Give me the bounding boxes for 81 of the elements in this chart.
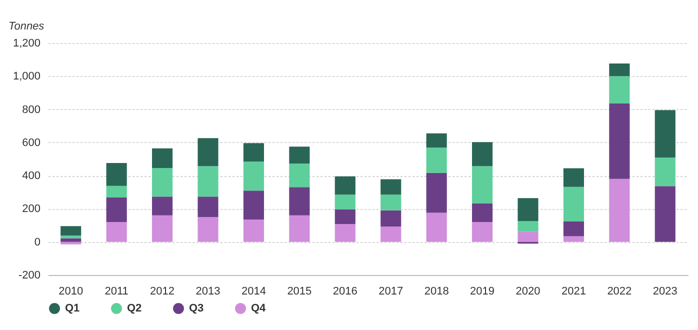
bar [334, 194, 356, 210]
bar [654, 158, 676, 186]
y-tick-label: 800 [22, 104, 40, 116]
bar [609, 178, 630, 242]
x-tick-label: 2015 [287, 286, 312, 298]
y-tick-label: 1,200 [12, 38, 40, 50]
bar [472, 166, 493, 204]
x-tick-label: 2017 [378, 286, 404, 298]
bar [609, 103, 630, 179]
bar [334, 210, 356, 224]
bar [654, 186, 676, 242]
bar [380, 210, 402, 226]
bar [243, 219, 264, 242]
x-tick-label: 2020 [516, 286, 540, 298]
bar [60, 242, 82, 244]
bar [380, 226, 402, 242]
x-tick-label: 2011 [104, 286, 128, 298]
bar [426, 212, 447, 242]
bar [380, 194, 402, 210]
bar [426, 133, 447, 148]
y-tick-label: 400 [22, 170, 40, 182]
bar [152, 148, 173, 168]
bar [518, 198, 538, 222]
bar [106, 197, 127, 222]
bar [609, 64, 630, 76]
x-tick-label: 2012 [150, 286, 175, 298]
y-tick-label: 0 [34, 236, 40, 248]
y-axis-title: Tonnes [8, 20, 45, 32]
bar [334, 176, 356, 195]
legend-label: Q4 [251, 302, 267, 315]
bar [472, 142, 493, 166]
bar [380, 179, 402, 195]
bar [243, 190, 264, 220]
x-tick-label: 2010 [58, 286, 84, 298]
x-tick-label: 2023 [652, 286, 678, 298]
bar [563, 221, 584, 236]
bar [60, 236, 82, 238]
bar [106, 186, 127, 198]
y-tick-label: 1,000 [12, 70, 40, 83]
bar [60, 226, 82, 236]
bar [243, 143, 264, 162]
bar [426, 172, 447, 213]
legend-label: Q2 [127, 302, 142, 315]
bar [334, 224, 356, 242]
bar [654, 110, 676, 158]
bar [563, 236, 584, 242]
bar [106, 162, 127, 186]
bar [563, 168, 584, 187]
x-tick-label: 2018 [424, 286, 449, 298]
x-tick-label: 2013 [196, 286, 220, 298]
bar [152, 196, 173, 216]
y-tick-label: 200 [22, 203, 40, 216]
bar [152, 215, 173, 242]
bar [152, 168, 173, 197]
bar [426, 148, 447, 173]
bar [518, 221, 538, 232]
x-tick-label: 2019 [470, 286, 495, 298]
bar [106, 222, 127, 242]
bar [472, 222, 493, 242]
bar [198, 217, 218, 242]
x-tick-label: 2014 [241, 286, 266, 298]
x-tick-label: 2022 [607, 286, 632, 298]
bar [609, 76, 630, 104]
bar [563, 186, 584, 222]
bar [60, 238, 82, 242]
bar [289, 164, 310, 188]
legend-label: Q3 [189, 302, 204, 315]
bar [198, 166, 218, 197]
x-tick-label: 2021 [561, 286, 586, 298]
x-tick-label: 2016 [332, 286, 358, 298]
bar [472, 203, 493, 222]
y-tick-label: -200 [18, 270, 40, 282]
bar [289, 146, 310, 164]
bar [518, 232, 538, 242]
bar [289, 215, 310, 242]
bar [289, 187, 310, 216]
bar [198, 196, 218, 217]
legend-label: Q1 [65, 302, 80, 315]
y-tick-label: 600 [22, 136, 40, 149]
bar [198, 138, 218, 166]
bar [243, 162, 264, 191]
